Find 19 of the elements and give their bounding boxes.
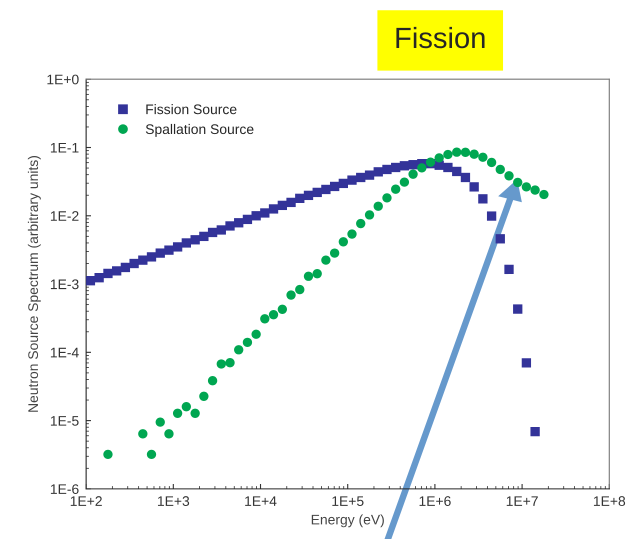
y-tick-label: 1E-3 [50,279,79,290]
x-tick-label: 1E+7 [506,496,538,506]
y-tick-label: 1E-1 [50,142,79,153]
y-tick-label: 1E-6 [50,484,79,494]
y-tick-label: 1E+0 [47,74,79,84]
x-tick-label: 1E+3 [158,496,190,506]
y-tick-label: 1E-2 [50,211,78,221]
y-tick-label: 1E-4 [50,348,79,358]
y-axis-title: Neutron Source Spectrum (arbitrary units) [28,156,41,412]
chart-title: Fission [396,26,485,48]
y-tick-label: 1E-5 [50,416,79,426]
x-tick-label: 1E+6 [420,496,451,506]
x-tick-label: 1E+4 [245,496,277,506]
x-tick-label: 1E+2 [70,496,102,506]
x-tick-label: 1E+5 [332,496,364,506]
legend-label: Spallation Source [146,124,254,137]
x-axis-title: Energy (eV) [312,514,384,528]
legend-label: Fission Source [146,104,236,114]
x-tick-label: 1E+8 [594,496,626,506]
